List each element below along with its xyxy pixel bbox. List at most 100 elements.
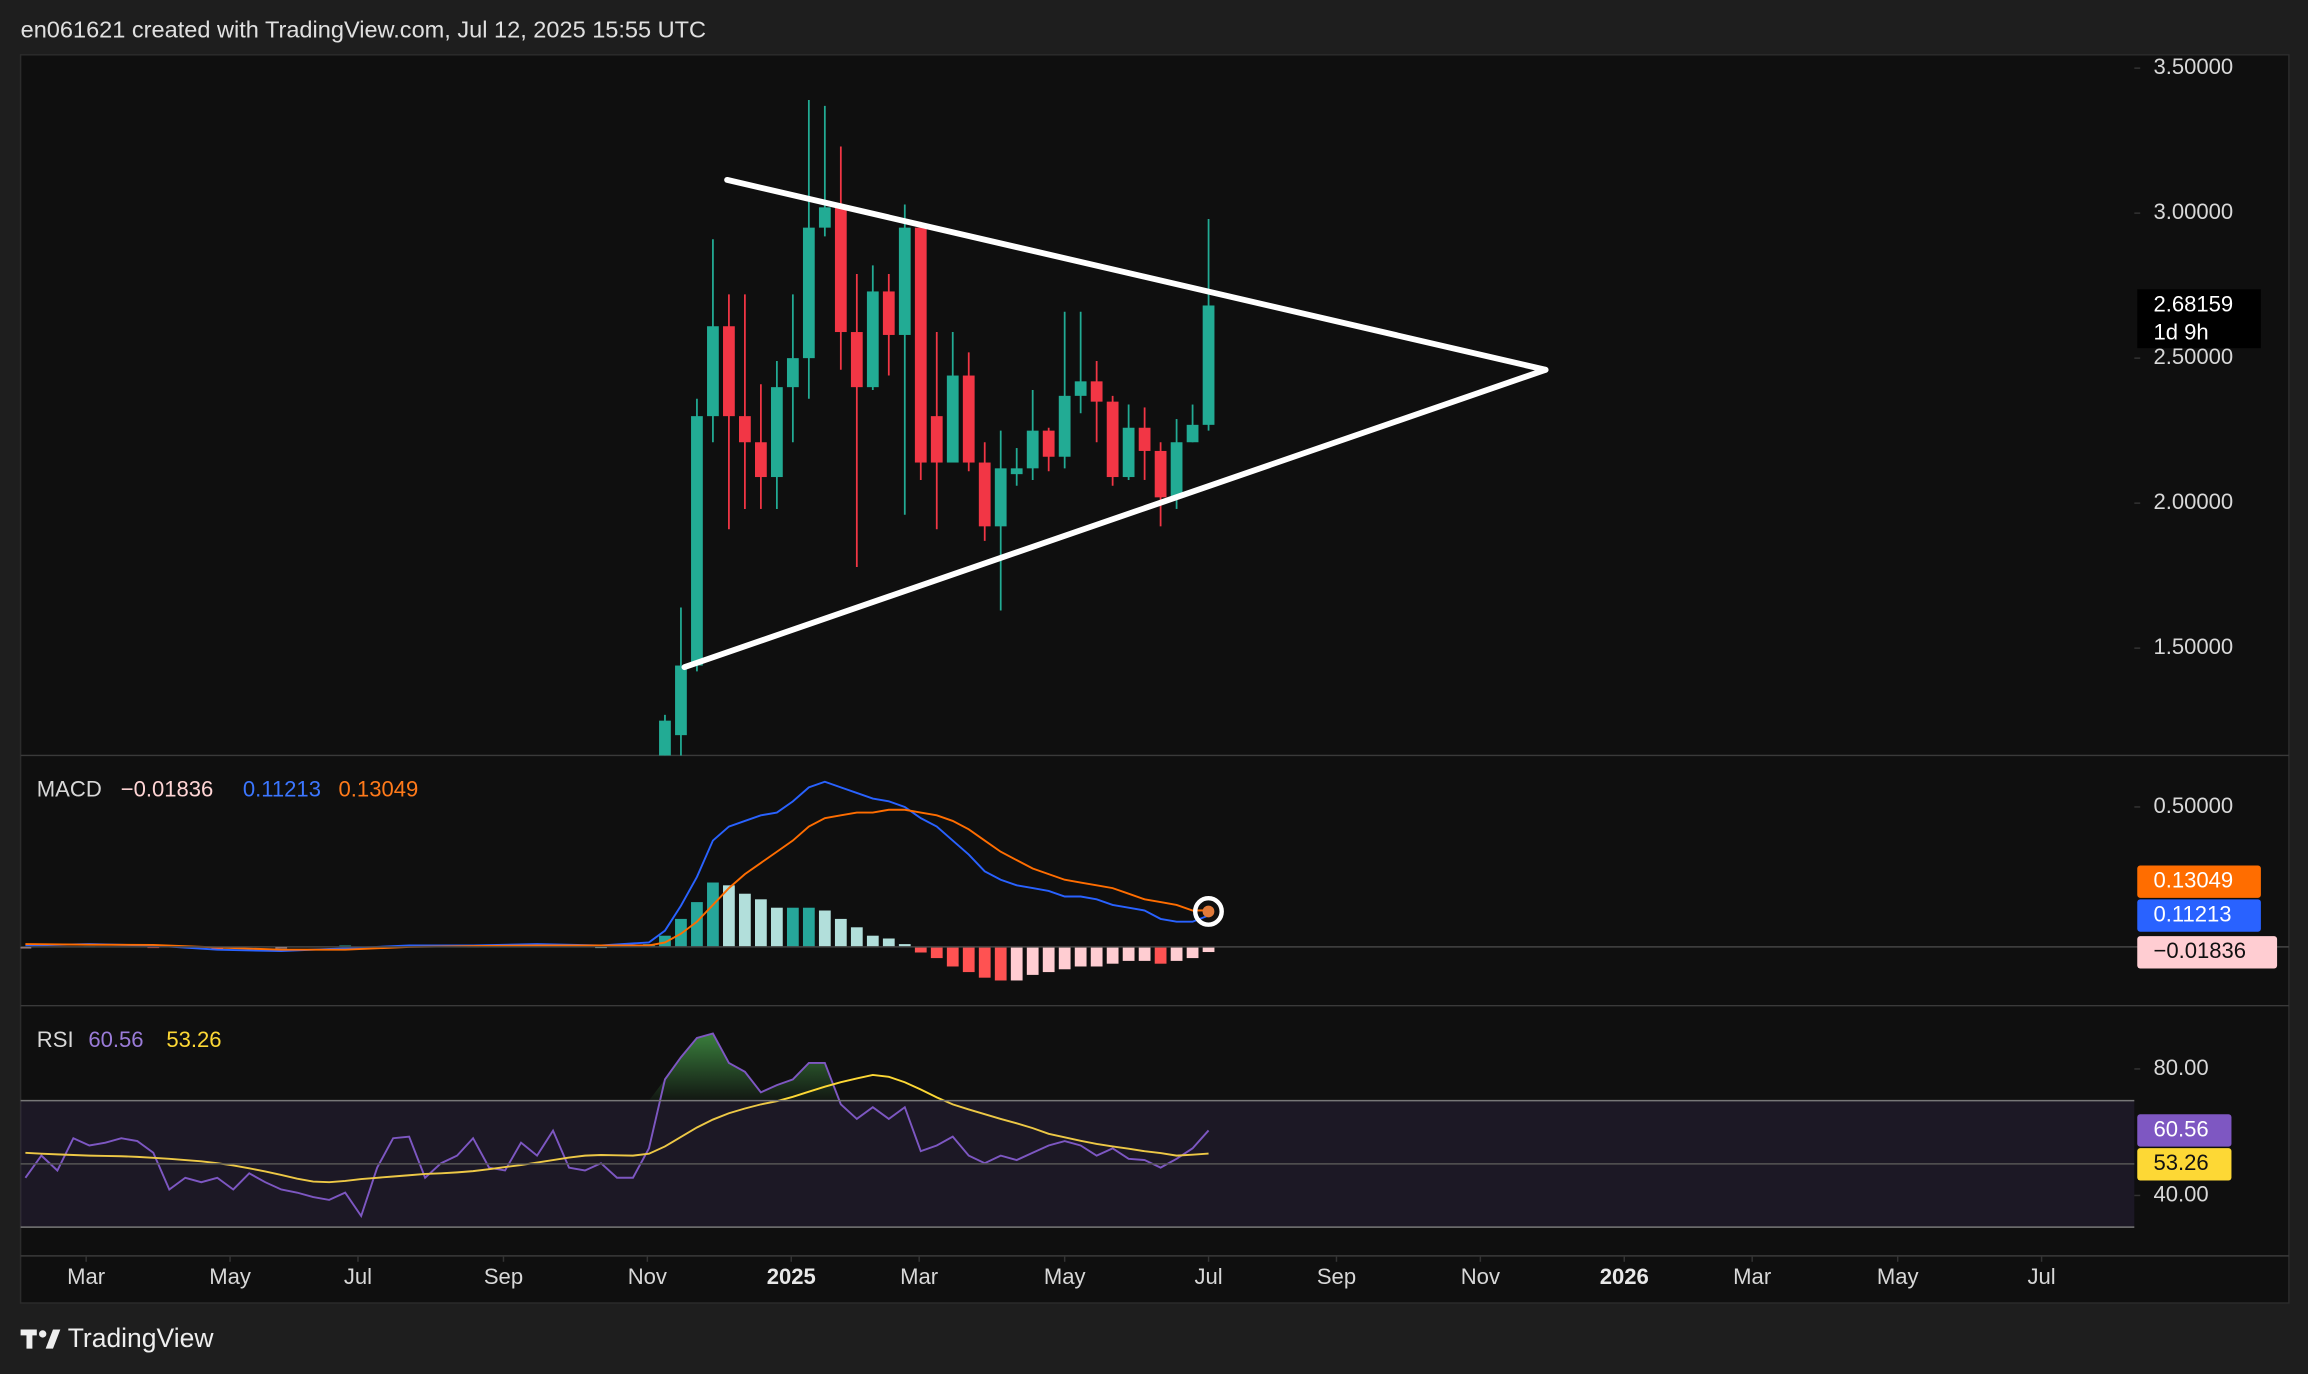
y-tick-label: 1.50000 xyxy=(2153,634,2233,659)
histogram-bar xyxy=(770,907,783,947)
candle-body xyxy=(770,387,783,478)
histogram-bar xyxy=(802,907,815,947)
candle-body xyxy=(1154,450,1167,498)
candle-body xyxy=(1042,430,1055,457)
histogram-bar xyxy=(739,893,751,947)
candle-body xyxy=(707,326,719,417)
histogram-bar xyxy=(866,935,879,947)
footer-logo xyxy=(20,1329,61,1349)
x-tick-label: 2025 xyxy=(767,1264,816,1289)
axis-tag-label: 60.56 xyxy=(2153,1116,2208,1141)
candle-body xyxy=(866,291,879,388)
candle-body xyxy=(946,375,959,463)
candle-body xyxy=(914,227,927,463)
price-tag-countdown: 1d 9h xyxy=(2153,319,2208,344)
logo-part xyxy=(26,1329,33,1349)
candle-body xyxy=(930,416,943,463)
candle-body xyxy=(818,207,831,228)
histogram-bar xyxy=(1042,946,1055,973)
pane-plot xyxy=(659,100,1215,756)
candle-body xyxy=(1106,401,1119,478)
axis-tag xyxy=(2137,1114,2232,1147)
crossover-marker xyxy=(1193,896,1224,927)
histogram-bar xyxy=(1170,946,1183,961)
y-tick-label: 2.00000 xyxy=(2153,489,2233,514)
histogram-bar xyxy=(1074,946,1087,967)
candle-body xyxy=(898,227,911,335)
triangle-drawing xyxy=(681,176,1549,671)
macd-legend-macd: 0.11213 xyxy=(243,777,321,802)
histogram-bar xyxy=(1026,946,1039,975)
candle-body xyxy=(1170,442,1183,498)
axis-tag-label: 0.13049 xyxy=(2153,867,2233,892)
x-tick-label: Mar xyxy=(1733,1264,1771,1289)
crossover-marker-dot xyxy=(1202,905,1215,918)
x-tick-label: Jul xyxy=(344,1264,372,1289)
x-tick-label: May xyxy=(1877,1264,1919,1289)
rsi-line xyxy=(24,1032,1210,1219)
rsi-legend-rsi: 60.56 xyxy=(88,1027,143,1052)
histogram-bar xyxy=(898,944,911,947)
histogram-bar xyxy=(1202,946,1215,953)
candle-body xyxy=(1074,381,1087,396)
axis-tag-label: −0.01836 xyxy=(2153,938,2246,963)
x-tick-label: Sep xyxy=(1317,1264,1356,1289)
candle-body xyxy=(978,462,991,527)
candle-body xyxy=(786,358,799,388)
histogram-bar xyxy=(691,902,703,947)
histogram-bar xyxy=(1122,946,1135,961)
axis-tag xyxy=(2137,899,2261,932)
candle-body xyxy=(739,416,751,443)
price-tag xyxy=(2137,289,2261,349)
logo-part xyxy=(39,1330,47,1338)
header-text: en061621 created with TradingView.com, J… xyxy=(21,16,706,42)
candle-body xyxy=(659,720,671,756)
histogram-bar xyxy=(962,946,975,973)
x-tick-label: Jul xyxy=(1194,1264,1222,1289)
histogram-bar xyxy=(1154,946,1167,964)
candle-body xyxy=(1122,427,1135,478)
trendline xyxy=(681,366,1549,671)
histogram-bar xyxy=(1090,946,1103,967)
logo-part xyxy=(45,1329,61,1349)
candle-body xyxy=(754,442,767,478)
histogram-bar xyxy=(850,927,863,947)
y-tick-label: 80.00 xyxy=(2153,1055,2208,1080)
candle-body xyxy=(802,227,815,359)
candle-body xyxy=(962,375,975,463)
y-tick-label: 40.00 xyxy=(2153,1181,2208,1206)
x-tick-label: Jul xyxy=(2027,1264,2055,1289)
x-tick-label: 2026 xyxy=(1600,1264,1649,1289)
x-tick-label: May xyxy=(1044,1264,1086,1289)
trendline xyxy=(724,176,1549,373)
candle-body xyxy=(994,468,1007,527)
candle-body xyxy=(1026,430,1039,469)
histogram-bar xyxy=(659,935,671,947)
candle-body xyxy=(1138,427,1151,451)
x-tick-label: Mar xyxy=(67,1264,105,1289)
candle-body xyxy=(882,291,895,335)
histogram-bar xyxy=(1186,946,1199,959)
histogram-bar xyxy=(707,882,719,947)
macd-legend-title: MACD xyxy=(37,777,102,802)
axis-tag-label: 0.11213 xyxy=(2153,901,2231,926)
histogram-bar xyxy=(930,946,943,959)
y-tick-label: 3.00000 xyxy=(2153,199,2233,224)
histogram-bar xyxy=(914,946,927,953)
pane-plot xyxy=(20,780,1215,981)
x-tick-label: Mar xyxy=(900,1264,938,1289)
price-tag-value: 2.68159 xyxy=(2153,291,2233,316)
x-tick-label: Sep xyxy=(484,1264,523,1289)
candle-body xyxy=(1202,305,1215,425)
candle-body xyxy=(1010,468,1023,475)
macd-line xyxy=(25,808,1209,951)
candle-body xyxy=(1186,424,1199,443)
x-tick-label: May xyxy=(209,1264,251,1289)
histogram-bar xyxy=(882,938,895,947)
histogram-bar xyxy=(994,946,1007,981)
x-tick-label: Nov xyxy=(628,1264,667,1289)
macd-legend-hist: −0.01836 xyxy=(121,777,214,802)
histogram-bar xyxy=(1010,946,1023,981)
candle-body xyxy=(834,207,847,333)
